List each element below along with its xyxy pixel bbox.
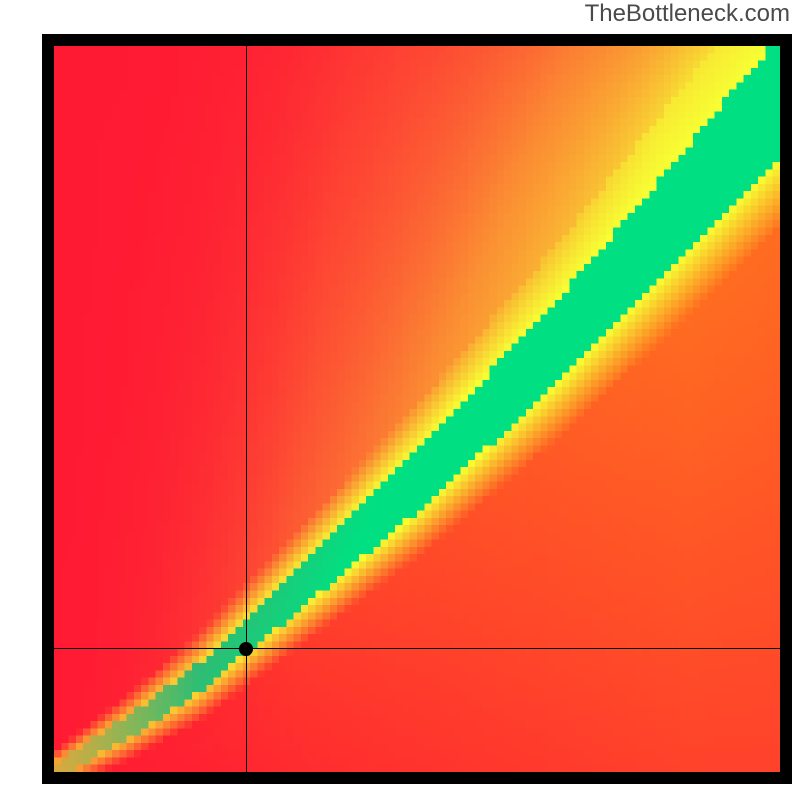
watermark-text: TheBottleneck.com: [585, 0, 790, 28]
chart-container: TheBottleneck.com: [0, 0, 800, 800]
crosshair-horizontal: [54, 648, 780, 649]
crosshair-vertical: [246, 46, 247, 772]
heatmap-canvas: [54, 46, 780, 772]
marker-dot: [239, 642, 253, 656]
